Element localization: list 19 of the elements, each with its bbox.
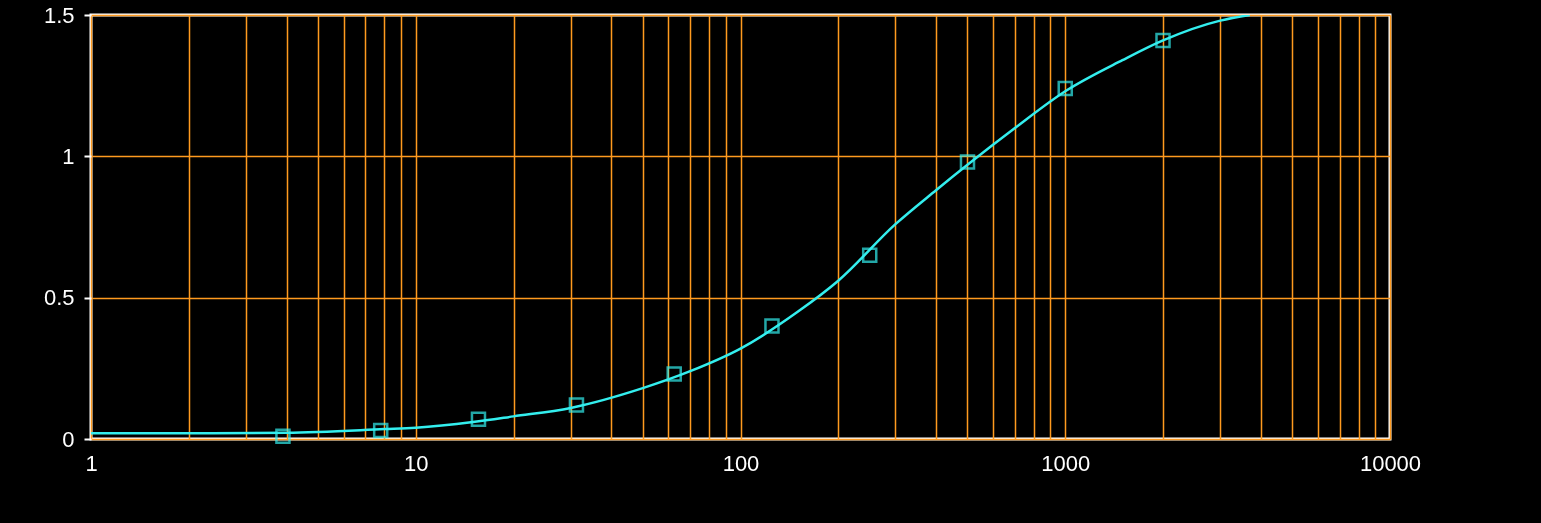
y-tick-label: 0 [62, 426, 75, 452]
point [470, 411, 487, 427]
x-tick-label: 1000 [1041, 450, 1091, 476]
point [861, 247, 878, 264]
point [372, 422, 389, 439]
point [1155, 32, 1171, 49]
point [959, 154, 976, 170]
y-tick-label: 0.5 [43, 285, 75, 311]
point [666, 366, 682, 382]
x-tick-label: 1 [85, 450, 98, 476]
point [764, 318, 780, 334]
point [1057, 80, 1074, 97]
x-tick-label: 100 [722, 450, 760, 476]
x-tick-label: 10 [404, 450, 429, 476]
y-tick-label: 1 [62, 143, 75, 169]
y-tick-label: 1.5 [43, 2, 75, 28]
point [275, 428, 291, 444]
x-tick-label: 10000 [1359, 450, 1422, 476]
point [568, 397, 585, 413]
